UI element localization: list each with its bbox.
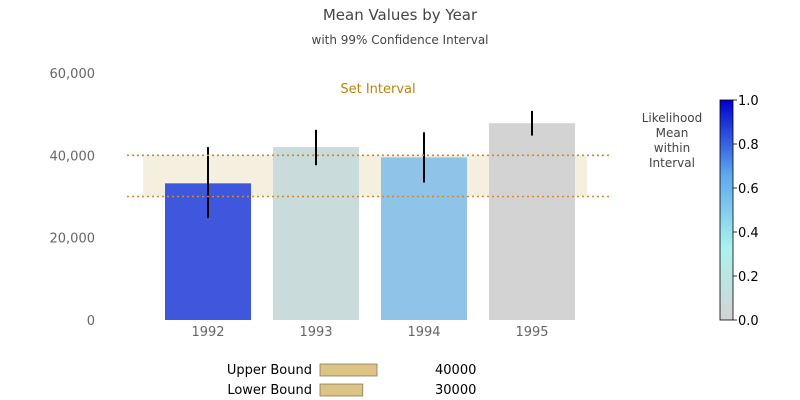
upper-bound-slider[interactable] — [319, 363, 378, 377]
bar-1993 — [273, 147, 359, 320]
slider-label: Lower Bound — [227, 383, 312, 398]
y-tick-label: 20,000 — [50, 232, 96, 247]
colorbar — [719, 99, 734, 321]
colorbar-tick-label: 1.0 — [738, 94, 759, 109]
colorbar-tick-label: 0.2 — [738, 270, 759, 285]
slider-value: 30000 — [435, 383, 476, 398]
chart-subtitle: with 99% Confidence Interval — [312, 33, 489, 47]
slider-group: Upper Bound 40000 Lower Bound 30000 — [227, 363, 476, 398]
colorbar-tick-label: 0.8 — [738, 138, 759, 153]
x-tick-label: 1993 — [299, 325, 332, 340]
bar-1995 — [489, 123, 575, 321]
colorbar-label-line: Interval — [649, 156, 695, 170]
plot-area: 0 20,000 40,000 60,000 1992 1993 1994 1995 — [50, 67, 612, 340]
colorbar-tick-label: 0.4 — [738, 226, 759, 241]
colorbar-tick-label: 0.6 — [738, 182, 759, 197]
colorbar-tick-label: 0.0 — [738, 314, 759, 329]
y-tick-label: 0 — [87, 314, 95, 329]
y-tick-label: 40,000 — [50, 149, 96, 164]
x-tick-label: 1994 — [407, 325, 440, 340]
colorbar-label-line: within — [654, 141, 690, 155]
y-tick-label: 60,000 — [50, 67, 96, 82]
slider-label: Upper Bound — [227, 363, 312, 378]
x-tick-label: 1995 — [515, 325, 548, 340]
bar-1994 — [381, 157, 467, 320]
colorbar-label-line: Likelihood — [642, 111, 703, 125]
colorbar-ticks: 0.0 0.2 0.4 0.6 0.8 1.0 — [733, 94, 759, 329]
x-tick-label: 1992 — [191, 325, 224, 340]
slider-value: 40000 — [435, 363, 476, 378]
lower-bound-slider[interactable] — [319, 383, 364, 397]
chart-title: Mean Values by Year — [323, 6, 478, 24]
interval-label: Set Interval — [340, 82, 415, 97]
colorbar-label-line: Mean — [656, 126, 689, 140]
